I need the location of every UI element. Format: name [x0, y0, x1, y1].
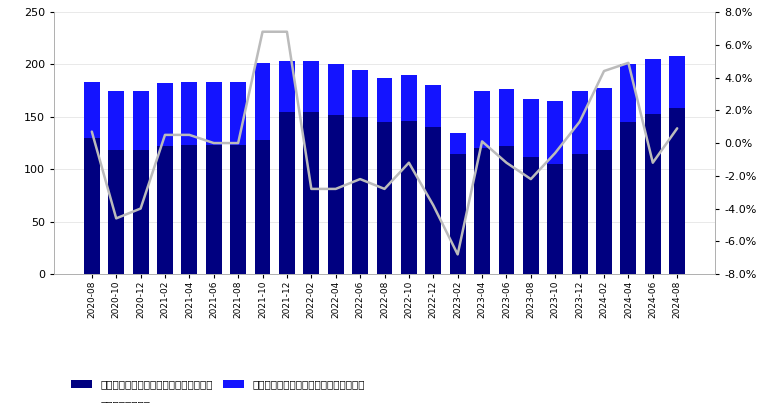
Bar	[84, 82, 100, 138]
合计环比（右轴）	[648, 160, 657, 165]
Bar	[255, 63, 271, 140]
Bar	[206, 145, 221, 274]
Bar	[548, 101, 563, 164]
合计环比（右轴）	[551, 150, 560, 155]
Bar	[181, 82, 198, 145]
Bar	[669, 108, 685, 274]
Bar	[523, 99, 539, 157]
Bar	[645, 59, 661, 114]
Bar	[181, 145, 198, 274]
Bar	[401, 121, 417, 274]
Bar	[328, 64, 344, 115]
Bar	[133, 150, 148, 274]
Bar	[279, 61, 295, 112]
合计环比（右轴）	[87, 129, 96, 134]
Bar	[498, 146, 514, 274]
合计环比（右轴）	[355, 177, 365, 181]
合计环比（右轴）	[599, 69, 608, 73]
Bar	[108, 91, 124, 150]
合计环比（右轴）	[331, 187, 341, 191]
Bar	[548, 164, 563, 274]
合计环比（右轴）	[161, 133, 170, 137]
Bar	[474, 91, 490, 148]
Bar	[450, 154, 465, 274]
Bar	[157, 83, 173, 146]
Bar	[377, 122, 392, 274]
合计环比（右轴）	[526, 177, 535, 181]
合计环比（右轴）	[234, 141, 243, 145]
合计环比（右轴）	[575, 119, 584, 124]
Bar	[425, 85, 441, 127]
Bar	[571, 91, 588, 154]
合计环比（右轴）	[282, 29, 291, 34]
Bar	[133, 91, 148, 150]
Bar	[401, 75, 417, 121]
Bar	[645, 114, 661, 274]
Legend: 白羽肉鸡在产祖代存栏数（万套，左轴）, 白羽肉鸡后备祖代存栏数（万套，左轴）: 白羽肉鸡在产祖代存栏数（万套，左轴）, 白羽肉鸡后备祖代存栏数（万套，左轴）	[67, 376, 369, 394]
合计环比（右轴）	[478, 139, 487, 144]
合计环比（右轴）	[624, 60, 633, 65]
Bar	[157, 146, 173, 274]
Bar	[255, 140, 271, 274]
Line: 合计环比（右轴）: 合计环比（右轴）	[92, 32, 677, 254]
Bar	[669, 56, 685, 108]
Bar	[571, 154, 588, 274]
合计环比（右轴）	[307, 187, 316, 191]
合计环比（右轴）	[258, 29, 267, 34]
Bar	[621, 122, 636, 274]
Bar	[474, 148, 490, 274]
合计环比（右轴）	[136, 206, 145, 211]
Bar	[523, 157, 539, 274]
Bar	[108, 150, 124, 274]
Bar	[596, 150, 612, 274]
Bar	[352, 70, 368, 117]
Bar	[498, 89, 514, 146]
Bar	[621, 64, 636, 122]
Bar	[279, 112, 295, 274]
Bar	[304, 112, 319, 274]
Bar	[84, 138, 100, 274]
Bar	[352, 117, 368, 274]
合计环比（右轴）	[673, 126, 682, 131]
Bar	[425, 127, 441, 274]
合计环比（右轴）	[380, 187, 389, 191]
Bar	[230, 145, 246, 274]
合计环比（右轴）	[185, 133, 194, 137]
Legend: 合计环比（右轴）: 合计环比（右轴）	[67, 396, 155, 403]
合计环比（右轴）	[428, 203, 438, 208]
合计环比（右轴）	[502, 160, 511, 165]
合计环比（右轴）	[453, 252, 462, 257]
Bar	[328, 115, 344, 274]
Bar	[596, 87, 612, 150]
合计环比（右轴）	[209, 141, 218, 145]
Bar	[206, 82, 221, 145]
Bar	[377, 78, 392, 122]
合计环比（右轴）	[404, 160, 414, 165]
Bar	[230, 82, 246, 145]
合计环比（右轴）	[112, 216, 121, 221]
Bar	[304, 61, 319, 112]
Bar	[450, 133, 465, 154]
